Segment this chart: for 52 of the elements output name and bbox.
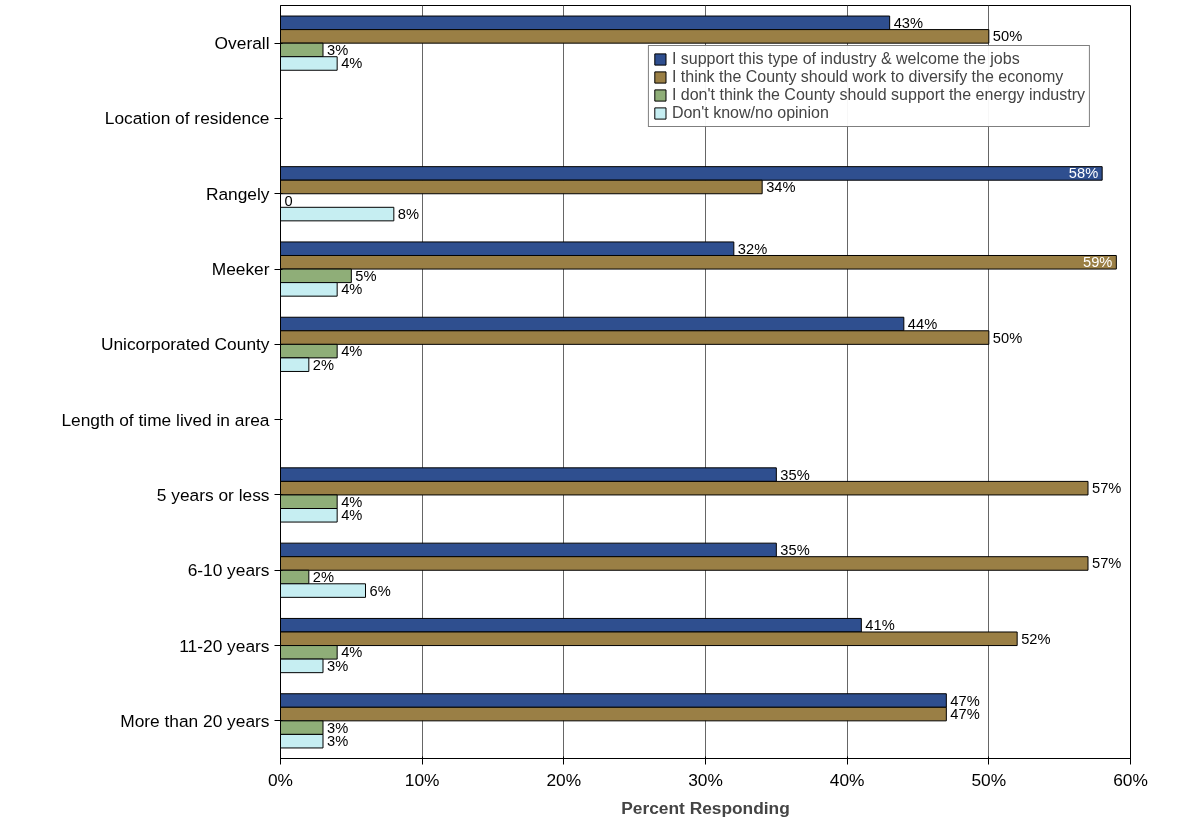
x-tick-label: 50% [971, 769, 1007, 790]
data-label: 3% [327, 719, 349, 736]
data-label: 35% [780, 466, 810, 483]
data-label: 4% [341, 507, 363, 524]
y-tick-label: 6-10 years [187, 560, 270, 581]
data-label: 52% [1021, 630, 1051, 647]
legend-label: I support this type of industry & welcome the jobs [671, 50, 1020, 68]
data-label: 2% [312, 569, 335, 586]
data-label: 34% [766, 178, 796, 195]
data-label: 41% [865, 617, 895, 634]
y-tick-label: More than 20 years [120, 710, 270, 731]
data-label: 59% [1083, 254, 1113, 271]
data-label: 43% [893, 14, 924, 31]
y-tick-label: Overall [214, 33, 270, 54]
data-label: 35% [780, 541, 810, 558]
x-tick-label: 0% [267, 769, 294, 790]
data-label: 3% [327, 41, 349, 58]
data-label: 50% [992, 329, 1023, 346]
x-tick-label: 40% [829, 769, 865, 790]
y-tick-label: Meeker [211, 259, 270, 280]
data-label: 8% [397, 206, 420, 223]
legend-label: I don't think the County should support the energy industry [671, 86, 1085, 104]
data-label: 57% [1092, 480, 1122, 497]
x-tick-label: 30% [688, 769, 723, 790]
y-tick-label: Length of time lived in area [61, 409, 270, 430]
data-label: 32% [737, 240, 768, 257]
data-label: 4% [341, 55, 363, 72]
y-tick-label: 11-20 years [179, 635, 270, 656]
data-label: 2% [312, 356, 335, 373]
data-label: 47% [950, 706, 980, 723]
y-tick-label: Rangely [205, 183, 270, 204]
data-label: 57% [1092, 555, 1122, 572]
x-tick-label: 10% [404, 769, 440, 790]
y-tick-label: Unicorporated County [100, 334, 270, 355]
x-tick-label: 60% [1113, 769, 1148, 790]
data-label: 47% [950, 692, 980, 709]
data-label: 4% [341, 281, 363, 298]
y-tick-label: Location of residence [104, 108, 270, 129]
data-label: 4% [341, 343, 363, 360]
y-tick-label: 5 years or less [156, 484, 270, 505]
data-label: 3% [327, 733, 349, 750]
data-label: 4% [341, 493, 363, 510]
x-tick-label: 20% [546, 769, 582, 790]
data-label: 5% [355, 267, 377, 284]
legend-label: Don't know/no opinion [671, 104, 829, 122]
legend-label: I think the County should work to diversify the economy [671, 68, 1064, 86]
data-label: 50% [992, 28, 1023, 45]
x-axis-title: Percent Responding [621, 797, 790, 818]
data-label: 6% [369, 582, 391, 599]
data-label: 44% [907, 316, 938, 333]
data-label: 58% [1068, 165, 1099, 182]
data-label: 0 [284, 192, 293, 209]
